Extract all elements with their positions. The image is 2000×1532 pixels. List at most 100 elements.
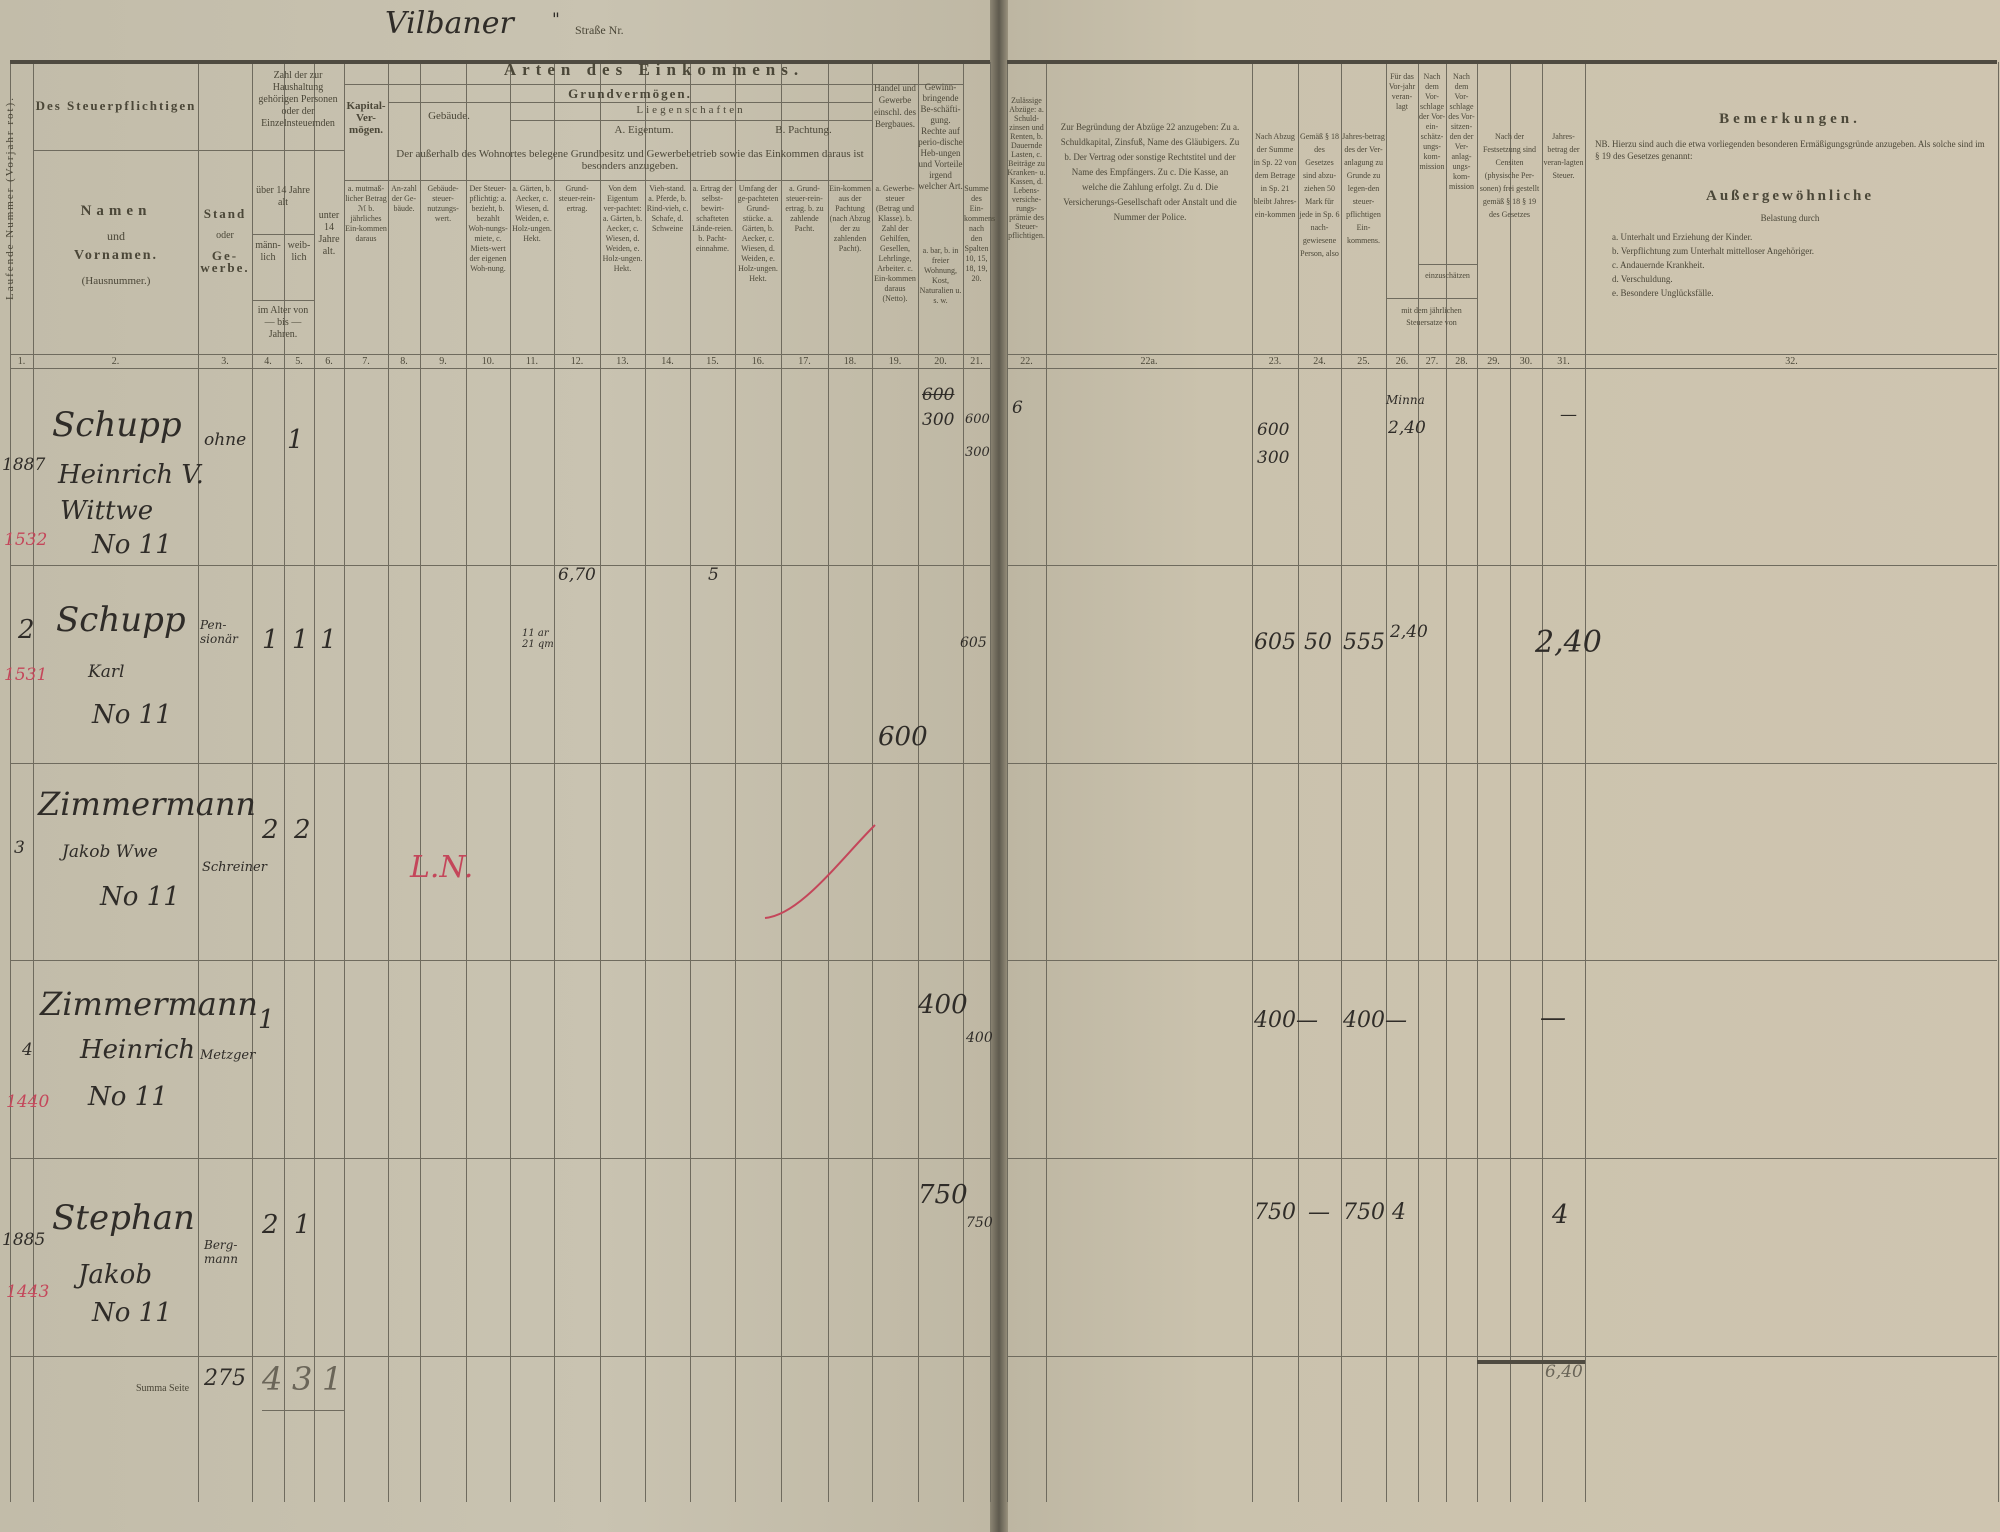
summary-col5: 3 <box>292 1360 313 1398</box>
column-number: 16. <box>751 356 765 367</box>
column-number: 5. <box>295 356 303 367</box>
subheader-col-7: a. mutmaß-licher Betrag ℳ b. jährliches … <box>345 184 387 243</box>
row2-col21: 605 <box>960 635 987 651</box>
column-rule <box>1418 62 1419 1502</box>
row-rule <box>10 1356 990 1357</box>
row5-col31: 4 <box>1552 1200 1569 1230</box>
capital-header: Kapital-Ver-mögen. <box>346 100 386 136</box>
hausnummer-header: (Hausnummer.) <box>81 275 151 287</box>
vornamen-header: Vornamen. <box>74 248 158 263</box>
column-rule <box>963 62 964 1502</box>
column-rule <box>198 62 199 1502</box>
column-number: 24. <box>1313 356 1326 367</box>
column-rule <box>284 62 285 1502</box>
subheader-col-12: Grund-steuer-rein-ertrag. <box>558 184 596 213</box>
row2-previous-number: 1531 <box>4 665 48 685</box>
summary-col6: 1 <box>322 1360 343 1398</box>
header-rule <box>344 180 872 181</box>
row1-given-name: Heinrich V. <box>58 460 204 490</box>
column-number: 3. <box>221 356 229 367</box>
remarks-title: Bemerkungen. <box>1719 111 1861 127</box>
summary-underline <box>262 1410 344 1411</box>
remarks-item: b. Verpflichtung zum Unterhalt mittellos… <box>1612 246 1815 256</box>
row5-col4: 2 <box>262 1210 279 1240</box>
column-number: 15. <box>706 356 719 367</box>
row4-col23: 400— <box>1254 1008 1318 1033</box>
column-rule <box>690 62 691 1502</box>
land-assets-header: Grundvermögen. <box>568 86 692 101</box>
summary-col4: 4 <box>262 1360 283 1398</box>
row1-house: No 11 <box>92 530 172 560</box>
row-rule <box>1007 1356 1997 1357</box>
row2-col25: 555 <box>1343 630 1385 655</box>
row5-col25: 750 <box>1343 1200 1385 1225</box>
column-rule <box>1585 62 1586 1502</box>
column-number: 13. <box>616 356 629 367</box>
subheader-right-1: Gemäß § 18 des Gesetzes sind abzu-ziehen… <box>1299 132 1340 258</box>
subheader-col-13: Von dem Eigentum ver-pachtet: a. Gärten,… <box>602 184 643 273</box>
subheader-right-3: Für das Vor-jahr veran-lagt <box>1388 72 1416 111</box>
own-header: A. Eigentum. <box>614 124 674 136</box>
column-number: 19. <box>888 356 902 367</box>
row1-stand: ohne <box>204 430 247 450</box>
right-page <box>1005 0 2000 1532</box>
row2-col31: 2,40 <box>1535 625 1602 660</box>
row-rule <box>10 1158 990 1159</box>
deduction-reason-header: Zur Begründung der Abzüge 22 anzugeben: … <box>1060 122 1240 222</box>
lease-header: B. Pachtung. <box>775 124 832 136</box>
left-page <box>0 0 995 1532</box>
column-rule <box>990 62 991 1502</box>
row1-col21a: 600 <box>965 412 990 427</box>
row-rule <box>1007 565 1997 566</box>
total-rule <box>1477 1360 1585 1364</box>
row2-col5: 1 <box>292 625 309 655</box>
row2-given-name: Karl <box>88 662 125 682</box>
row5-col26: 4 <box>1392 1200 1406 1225</box>
header-rule <box>510 120 872 121</box>
subheader-col-15: a. Ertrag der selbst-bewirt-schafteten L… <box>692 184 733 253</box>
column-rule <box>314 62 315 1502</box>
row4-col4: 1 <box>258 1005 275 1035</box>
row1-col23b: 300 <box>1257 448 1290 468</box>
remarks-item: e. Besondere Unglücksfälle. <box>1612 288 1714 298</box>
column-rule <box>1298 62 1299 1502</box>
subheader-col-19: a. Gewerbe-steuer (Betrag und Klasse). b… <box>874 184 916 303</box>
summary-label: Summa Seite <box>136 1383 190 1394</box>
column-rule <box>554 62 555 1502</box>
buildings-header: Gebäude. <box>428 110 470 122</box>
header-bottom-rule <box>1007 354 1997 355</box>
header-rule <box>1386 298 1477 299</box>
subheader-col-14: Vieh-stand. a. Pferde, b. Rind-vieh, c. … <box>646 184 689 233</box>
row2-surname: Schupp <box>56 600 186 640</box>
summary-col3: 275 <box>204 1366 246 1391</box>
column-number: 17. <box>798 356 811 367</box>
tax-rate-header: mit dem jährlichen Steuersatze von <box>1401 306 1462 327</box>
column-rule <box>1386 62 1387 1502</box>
remarks-extra: Außergewöhnliche <box>1706 188 1874 204</box>
column-number: 18. <box>843 356 857 367</box>
row5-col5: 1 <box>294 1210 311 1240</box>
header-rule <box>344 84 963 85</box>
row1-previous-number: 1532 <box>4 530 48 550</box>
row1-col23a: 600 <box>1257 420 1290 440</box>
subheader-right-6: Nach der Festsetzung sind Censiten (phys… <box>1479 132 1540 219</box>
column-rule <box>1046 62 1047 1502</box>
gainful-header: Gewinn-bringende Be-schäfti-gung. Rechte… <box>918 82 963 191</box>
row4-given-name: Heinrich <box>80 1035 196 1065</box>
subheader-right-7: Jahres-betrag der veran-lagten Steuer. <box>1543 132 1584 180</box>
column-rule <box>872 62 873 1502</box>
remarks-burden: Belastung durch <box>1760 213 1820 223</box>
column-rule <box>1252 62 1253 1502</box>
row1-col26: 2,40 <box>1388 418 1426 438</box>
row4-house: No 11 <box>88 1082 168 1112</box>
row3-stand: Schreiner <box>202 860 267 875</box>
header-rule <box>1418 264 1477 265</box>
column-number: 14. <box>661 356 674 367</box>
row1-col26-name: Minna <box>1386 393 1425 407</box>
row5-col20: 750 <box>918 1180 968 1210</box>
row4-col20: 400 <box>918 990 968 1020</box>
row5-col21: 750 <box>966 1215 993 1231</box>
header-rule <box>252 300 314 301</box>
header-bottom-rule <box>10 354 990 355</box>
street-mark: " <box>552 10 560 30</box>
